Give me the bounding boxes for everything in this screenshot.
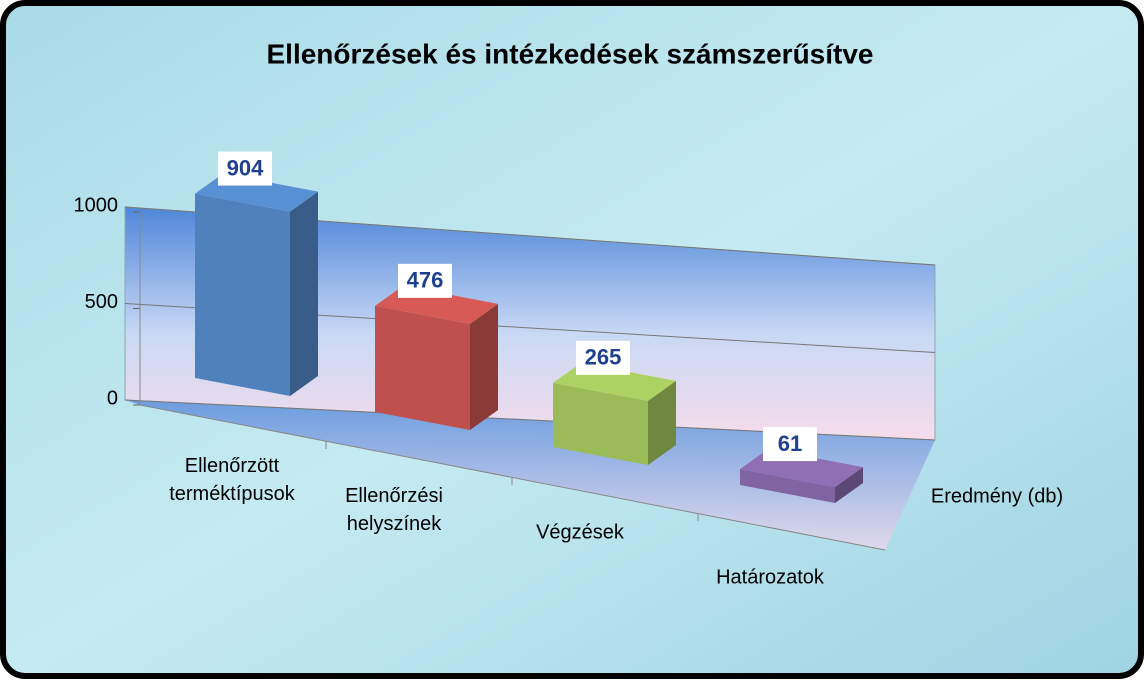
bar-side [648,380,676,465]
y-tick-label: 1000 [74,194,119,216]
value-label: 265 [585,345,622,370]
value-label-box [763,427,817,462]
y-tick-label: 0 [107,387,118,409]
series-label: Eredmény (db) [931,485,1063,507]
bar-front [195,193,290,396]
value-label: 904 [227,155,264,180]
x-tick-label: Határozatok [716,566,825,588]
bar-front [553,382,648,465]
bar-side [835,467,863,503]
plot-area: 0 500 1000 Ellenőrzött terméktípusok Ellenőrz… [74,151,1063,588]
bar-front [375,305,470,430]
bar-side [290,191,318,396]
floor [125,400,935,550]
chart-title: Ellenőrzések és intézkedések számszerűsí… [266,38,873,69]
value-label-box [218,151,272,186]
x-tick-label: Végzések [536,521,625,543]
value-label-box [398,263,452,298]
x-tick-label: Ellenőrzött terméktípusok [169,455,296,505]
bar-side [470,303,498,430]
y-tick-label: 500 [85,291,118,313]
value-label: 476 [407,268,444,293]
bar-front [740,469,835,503]
value-label: 61 [778,431,802,456]
x-tick-label: Ellenőrzési helyszínek [345,485,443,535]
value-label-box [576,340,630,375]
